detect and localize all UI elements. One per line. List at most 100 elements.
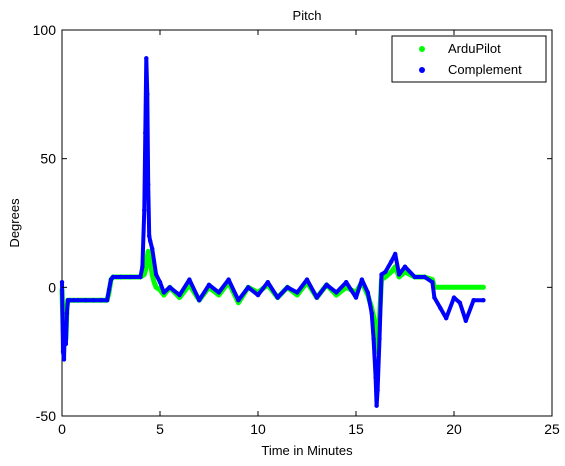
- data-point-ardupilot: [389, 269, 394, 275]
- data-point-ardupilot: [144, 264, 149, 269]
- chart-title: Pitch: [293, 8, 322, 23]
- x-axis-label: Time in Minutes: [261, 443, 353, 458]
- data-point-complement: [61, 357, 67, 362]
- y-axis-label: Degrees: [7, 198, 22, 248]
- data-point-complement: [371, 336, 376, 341]
- data-point-complement: [147, 233, 152, 239]
- data-point-complement: [422, 274, 427, 280]
- data-point-complement: [457, 300, 463, 305]
- data-point-complement: [471, 298, 476, 303]
- data-point-complement: [177, 292, 182, 298]
- data-point-complement: [353, 295, 359, 300]
- data-point-complement: [285, 285, 290, 290]
- data-point-complement: [393, 251, 398, 257]
- data-point-complement: [187, 277, 192, 282]
- data-point-complement: [118, 274, 124, 280]
- data-point-complement: [377, 336, 382, 341]
- series-layer: [59, 56, 486, 408]
- data-point-complement: [140, 264, 145, 269]
- plot-area: [61, 29, 553, 417]
- data-point-ardupilot: [461, 285, 466, 290]
- legend-box: [391, 35, 547, 83]
- data-point-complement: [157, 280, 163, 285]
- data-point-complement: [91, 298, 96, 303]
- data-point-complement: [128, 274, 133, 280]
- data-point-complement: [246, 285, 251, 290]
- data-point-complement: [359, 277, 365, 282]
- legend-marker-ardupilot: [419, 46, 425, 52]
- data-point-ardupilot: [471, 285, 476, 290]
- data-point-complement: [106, 287, 112, 293]
- data-point-ardupilot: [153, 285, 159, 290]
- data-point-complement: [430, 280, 435, 285]
- data-point-complement: [383, 269, 388, 275]
- data-point-complement: [432, 295, 437, 300]
- data-point-complement: [143, 130, 148, 136]
- data-point-ardupilot: [145, 254, 150, 259]
- data-point-complement: [145, 92, 150, 97]
- data-point-complement: [396, 272, 402, 277]
- x-tick-label: 15: [348, 421, 364, 437]
- data-point-complement: [197, 298, 202, 303]
- y-tick-label: 50: [40, 151, 56, 167]
- data-point-ardupilot: [451, 285, 457, 290]
- data-point-complement: [71, 298, 77, 303]
- data-point-ardupilot: [442, 285, 447, 290]
- data-point-complement: [99, 298, 104, 303]
- data-point-complement: [379, 272, 384, 277]
- data-point-ardupilot: [150, 272, 155, 277]
- y-tick-label: 0: [48, 279, 56, 295]
- y-tick-label: 100: [33, 22, 57, 38]
- legend-label-ardupilot: ArduPilot: [448, 41, 501, 56]
- data-point-complement: [275, 295, 280, 300]
- data-point-complement: [153, 272, 159, 277]
- data-point-complement: [304, 277, 310, 282]
- data-point-complement: [438, 305, 443, 311]
- x-tick-label: 10: [250, 421, 266, 437]
- data-point-ardupilot: [151, 280, 157, 285]
- data-point-complement: [226, 277, 231, 282]
- data-point-ardupilot: [481, 285, 486, 290]
- data-point-complement: [104, 298, 110, 303]
- data-point-ardupilot: [383, 274, 388, 280]
- data-point-complement: [62, 323, 68, 329]
- data-point-complement: [344, 280, 349, 285]
- data-point-complement: [161, 290, 167, 295]
- data-point-complement: [481, 298, 486, 303]
- data-point-complement: [60, 349, 66, 354]
- data-point-complement: [75, 298, 80, 303]
- data-point-complement: [216, 290, 221, 295]
- data-point-complement: [67, 298, 73, 303]
- data-point-complement: [150, 246, 155, 251]
- data-point-complement: [402, 264, 408, 269]
- data-point-complement: [64, 310, 70, 316]
- data-point-ardupilot: [146, 249, 151, 254]
- data-point-complement: [206, 282, 212, 287]
- data-point-complement: [265, 280, 270, 285]
- data-point-complement: [314, 295, 319, 300]
- data-point-complement: [412, 274, 417, 280]
- data-point-complement: [374, 403, 379, 408]
- data-point-ardupilot: [142, 272, 147, 277]
- data-point-complement: [444, 316, 449, 321]
- data-point-complement: [142, 207, 147, 213]
- x-tick-label: 25: [544, 421, 560, 437]
- data-point-ardupilot: [148, 259, 153, 264]
- data-point-complement: [83, 298, 88, 303]
- data-point-complement: [365, 290, 370, 295]
- data-point-complement: [463, 318, 468, 323]
- x-tick-label: 5: [156, 421, 164, 437]
- legend-label-complement: Complement: [448, 62, 522, 77]
- data-point-complement: [369, 310, 374, 316]
- x-tick-label: 0: [58, 421, 66, 437]
- legend-marker-complement: [419, 67, 425, 73]
- data-point-complement: [148, 238, 153, 244]
- data-point-complement: [110, 274, 116, 280]
- data-point-complement: [146, 182, 151, 187]
- legend: ArduPilot Complement: [391, 35, 547, 83]
- data-point-complement: [334, 290, 339, 295]
- data-point-complement: [255, 292, 261, 298]
- data-point-complement: [236, 298, 241, 303]
- data-point-complement: [295, 290, 300, 295]
- data-point-complement: [373, 375, 378, 380]
